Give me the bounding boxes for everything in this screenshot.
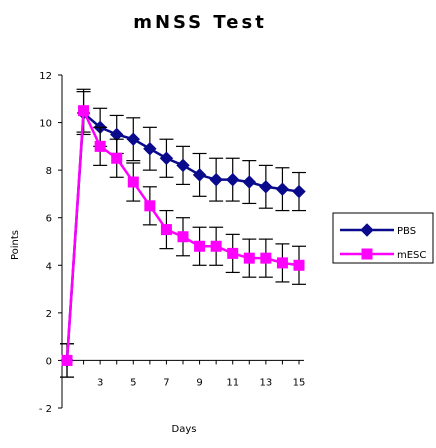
legend-label-mesc: mESC [397, 250, 426, 261]
chart-title: mNSS Test [133, 12, 267, 33]
x-axis-label: Days [172, 424, 197, 435]
data-point-mesc [194, 240, 206, 252]
legend-marker-pbs [360, 223, 374, 237]
data-point-mesc [61, 354, 73, 366]
y-tick-label: 10 [39, 119, 52, 130]
data-point-mesc [276, 257, 288, 269]
data-point-mesc [127, 176, 139, 188]
data-point-pbs [226, 172, 240, 187]
x-tick-label: 5 [130, 377, 136, 388]
x-tick-label: 11 [226, 377, 239, 388]
data-point-pbs [126, 132, 140, 146]
data-point-mesc [260, 252, 272, 264]
data-point-pbs [292, 184, 306, 199]
y-tick-label: 8 [46, 166, 52, 177]
data-point-mesc [227, 247, 239, 259]
legend-item-pbs: PBS [340, 223, 416, 237]
data-point-mesc [243, 252, 255, 264]
data-point-mesc [94, 140, 106, 152]
y-tick-label: 6 [46, 214, 52, 225]
data-point-mesc [144, 200, 156, 212]
y-axis-label: Points [10, 230, 21, 260]
data-point-pbs [209, 172, 223, 187]
y-tick-label: - 2 [39, 404, 52, 415]
data-point-mesc [111, 152, 123, 164]
legend: PBS mESC [332, 212, 434, 264]
data-point-pbs [143, 142, 157, 156]
y-tick-label: 4 [46, 261, 52, 272]
data-point-mesc [160, 224, 172, 236]
data-point-pbs [159, 151, 174, 165]
tick-layer: - 2 0 2 4 6 8 10 12 3 5 7 9 11 13 15 [39, 71, 306, 415]
x-tick-label: 7 [163, 377, 169, 388]
data-point-mesc [177, 231, 189, 243]
y-tick-label: 0 [46, 356, 52, 367]
x-tick-label: 13 [259, 377, 272, 388]
legend-marker-mesc [361, 248, 373, 260]
legend-label-pbs: PBS [397, 226, 416, 237]
data-point-pbs [192, 168, 207, 182]
series-layer [60, 88, 306, 378]
data-point-pbs [275, 182, 290, 196]
data-point-mesc [78, 105, 90, 117]
data-point-pbs [176, 158, 190, 173]
x-tick-label: 9 [196, 377, 202, 388]
data-point-pbs [259, 180, 273, 194]
series-mesc [60, 88, 306, 378]
y-tick-label: 2 [46, 309, 52, 320]
data-point-pbs [242, 175, 256, 189]
x-tick-label: 15 [293, 377, 306, 388]
data-point-mesc [210, 240, 222, 252]
y-tick-label: 12 [39, 71, 52, 82]
data-point-mesc [293, 259, 305, 271]
x-tick-label: 3 [97, 377, 103, 388]
legend-item-mesc: mESC [340, 248, 426, 261]
